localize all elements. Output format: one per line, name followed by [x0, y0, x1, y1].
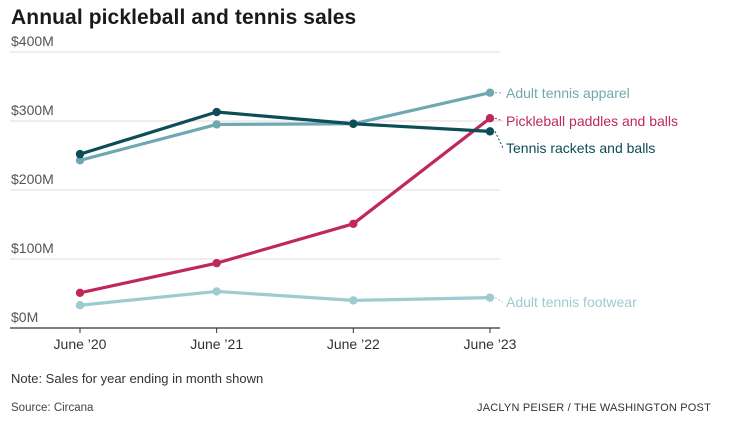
x-tick-label: June ’20	[54, 336, 107, 352]
label-leader	[494, 131, 504, 149]
data-point	[485, 114, 495, 123]
series-line	[78, 91, 492, 162]
series-label: Adult tennis apparel	[506, 85, 630, 101]
series-label: Pickleball paddles and balls	[506, 113, 678, 129]
x-tick-label: June ’21	[190, 336, 243, 352]
data-point	[75, 156, 85, 165]
series-lines	[78, 91, 492, 307]
y-tick-label: $400M	[11, 33, 54, 49]
y-tick-label: $100M	[11, 240, 54, 256]
chart-note: Note: Sales for year ending in month sho…	[11, 371, 264, 386]
series-label: Tennis rackets and balls	[506, 140, 655, 156]
x-axis-ticks: June ’20 June ’21 June ’22 June ’23	[54, 328, 517, 352]
data-point	[212, 258, 221, 268]
line-chart: $0M $100M $200M $300M $400M June ’20 June ’21…	[10, 33, 678, 352]
series-line	[78, 289, 492, 307]
data-point	[485, 88, 495, 97]
x-tick-label: June ’22	[327, 336, 380, 352]
data-point	[212, 107, 221, 117]
data-point	[349, 296, 358, 305]
label-leader	[494, 117, 504, 122]
label-leader	[494, 297, 504, 303]
grid-lines	[10, 51, 500, 329]
y-tick-label: $0M	[11, 309, 38, 325]
data-point	[349, 119, 358, 128]
data-point	[485, 127, 495, 136]
data-point	[75, 149, 85, 159]
series-labels: Adult tennis apparel Pickleball paddles a…	[494, 85, 678, 310]
y-axis-ticks: $0M $100M $200M $300M $400M	[11, 33, 54, 325]
series-line	[78, 116, 492, 295]
data-point	[485, 293, 495, 302]
data-point	[75, 301, 85, 310]
y-tick-label: $200M	[11, 171, 54, 187]
series-line	[78, 110, 492, 156]
x-tick-label: June ’23	[464, 336, 517, 352]
chart-title: Annual pickleball and tennis sales	[11, 6, 357, 29]
series-label: Adult tennis footwear	[506, 294, 637, 310]
chart-source: Source: Circana	[11, 402, 94, 414]
data-point	[212, 120, 221, 129]
y-tick-label: $300M	[11, 102, 54, 118]
series-points	[75, 88, 495, 310]
chart-credit: JACLYN PEISER / THE WASHINGTON POST	[477, 402, 711, 414]
data-point	[212, 287, 221, 296]
data-point	[75, 288, 85, 298]
data-point	[349, 219, 358, 229]
